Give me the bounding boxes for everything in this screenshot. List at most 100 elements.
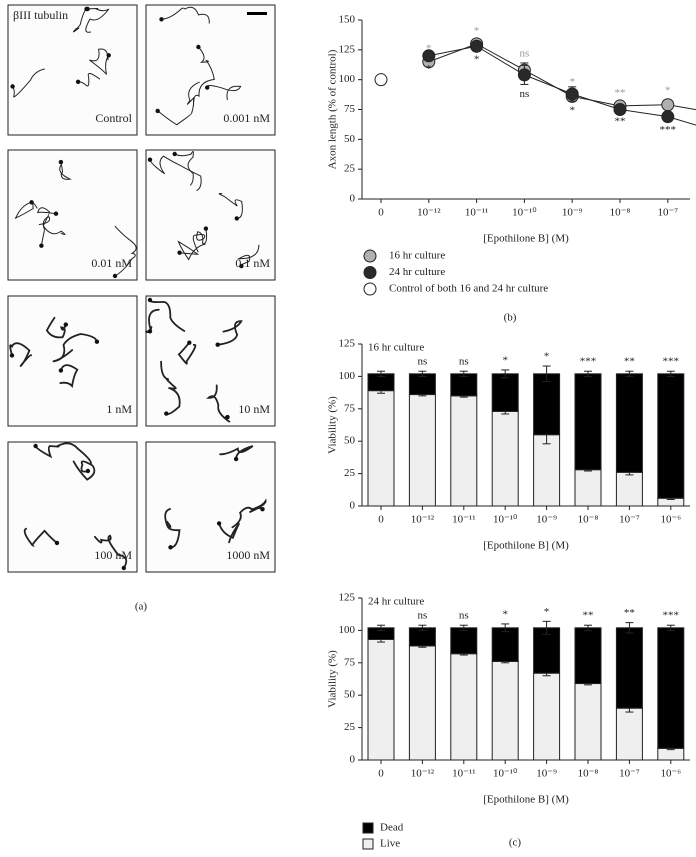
bar-segment bbox=[367, 390, 395, 507]
y-tick-label: 100 bbox=[339, 624, 356, 636]
marker bbox=[517, 68, 531, 82]
soma bbox=[203, 226, 209, 231]
neurite bbox=[219, 445, 254, 460]
bar-segment bbox=[574, 683, 602, 761]
significance: *** bbox=[580, 356, 597, 368]
micrograph: 100 nM bbox=[7, 441, 138, 573]
x-tick-label: 10⁻⁷ bbox=[657, 207, 678, 219]
significance: ns bbox=[418, 356, 428, 368]
legend-swatch bbox=[362, 822, 374, 834]
soma bbox=[147, 297, 153, 303]
image-frame bbox=[145, 441, 276, 573]
y-tick-label: 125 bbox=[339, 338, 356, 350]
soma bbox=[164, 411, 169, 416]
soma bbox=[260, 507, 265, 512]
micrograph: Control bbox=[7, 4, 138, 136]
x-tick-label: 0 bbox=[378, 768, 384, 780]
image-frame bbox=[7, 295, 138, 427]
soma bbox=[187, 340, 192, 345]
bar-segment bbox=[574, 469, 602, 507]
soma bbox=[205, 85, 210, 90]
significance: ** bbox=[583, 610, 594, 622]
neurite bbox=[160, 360, 181, 415]
neurite bbox=[216, 320, 243, 346]
neurite bbox=[231, 498, 267, 529]
x-tick-label: 10⁻⁹ bbox=[536, 768, 557, 780]
y-tick-label: 100 bbox=[339, 73, 356, 85]
y-tick-label: 125 bbox=[339, 43, 356, 55]
soma bbox=[239, 263, 244, 269]
y-axis-label: Viability (%) bbox=[327, 396, 339, 454]
soma bbox=[75, 79, 81, 85]
chart-title: 24 hr culture bbox=[368, 596, 424, 608]
neurite bbox=[145, 308, 160, 334]
legend-label: 24 hr culture bbox=[389, 266, 445, 278]
x-tick-label: 10⁻¹¹ bbox=[452, 768, 475, 780]
soma bbox=[9, 353, 15, 358]
legend-label: Control of both 16 and 24 hr culture bbox=[389, 283, 548, 295]
neurite bbox=[77, 73, 101, 87]
neurite bbox=[73, 8, 87, 33]
image-label: 0.01 nM bbox=[91, 256, 132, 270]
bar-segment bbox=[615, 707, 643, 761]
soma bbox=[39, 243, 44, 248]
significance: * bbox=[569, 105, 575, 117]
chart-title: 16 hr culture bbox=[368, 342, 424, 354]
neurite bbox=[174, 151, 194, 186]
neurite bbox=[164, 508, 181, 549]
y-tick-label: 25 bbox=[344, 163, 356, 175]
x-tick-label: 10⁻⁸ bbox=[610, 207, 631, 219]
significance: * bbox=[474, 25, 480, 37]
significance: * bbox=[426, 43, 432, 55]
legend-label: Live bbox=[380, 838, 400, 850]
x-tick-label: 10⁻¹¹ bbox=[452, 514, 475, 526]
panel-label: (c) bbox=[509, 837, 522, 849]
y-tick-label: 50 bbox=[344, 435, 356, 447]
x-tick-label: 10⁻¹² bbox=[411, 514, 435, 526]
soma bbox=[10, 84, 15, 89]
soma bbox=[54, 540, 60, 546]
bar-segment bbox=[491, 627, 519, 663]
soma bbox=[121, 565, 127, 571]
soma bbox=[225, 414, 230, 420]
bar-segment bbox=[450, 373, 478, 397]
micrograph: 0.1 nM bbox=[145, 149, 276, 281]
bar-segment bbox=[574, 627, 602, 685]
neurite bbox=[177, 240, 206, 261]
y-tick-label: 0 bbox=[350, 193, 356, 205]
image-label: 0.001 nM bbox=[223, 111, 270, 125]
bar-segment bbox=[367, 638, 395, 761]
neurite bbox=[192, 46, 215, 106]
significance: * bbox=[502, 608, 508, 620]
neurite bbox=[218, 193, 243, 219]
panel-label: (a) bbox=[135, 601, 148, 613]
x-tick-label: 0 bbox=[378, 207, 384, 219]
soma bbox=[234, 216, 239, 221]
x-tick-label: 10⁻¹⁰ bbox=[512, 207, 537, 219]
panel-label: (b) bbox=[504, 312, 517, 324]
significance: ** bbox=[624, 607, 635, 619]
bar-segment bbox=[533, 373, 561, 436]
marker bbox=[613, 103, 627, 116]
neurite bbox=[85, 7, 110, 33]
significance: ns bbox=[520, 88, 530, 100]
image-frame bbox=[145, 4, 276, 136]
y-tick-label: 0 bbox=[350, 500, 356, 512]
y-tick-label: 0 bbox=[350, 754, 356, 766]
y-tick-label: 25 bbox=[344, 467, 356, 479]
soma bbox=[216, 521, 222, 526]
x-axis-label: [Epothilone B] (M) bbox=[483, 233, 569, 245]
significance: ns bbox=[459, 356, 469, 368]
significance: ** bbox=[615, 115, 626, 127]
significance: * bbox=[544, 606, 550, 618]
significance: ns bbox=[520, 47, 530, 59]
scale-bar bbox=[247, 12, 267, 15]
neurite bbox=[206, 384, 231, 423]
y-tick-label: 25 bbox=[344, 721, 356, 733]
bar-segment bbox=[533, 434, 561, 507]
bar-segment bbox=[533, 627, 561, 674]
y-tick-label: 75 bbox=[344, 656, 356, 668]
y-axis-label: Viability (%) bbox=[327, 650, 339, 708]
neurite bbox=[45, 316, 67, 339]
